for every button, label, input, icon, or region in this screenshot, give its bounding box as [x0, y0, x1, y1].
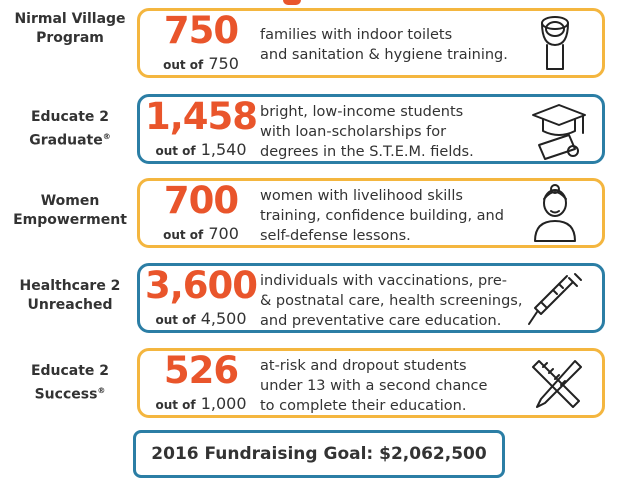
- out-of: out of 1,540: [144, 140, 258, 159]
- program-name: Healthcare 2 Unreached: [8, 277, 132, 315]
- program-name: Educate 2 Success®: [8, 362, 132, 405]
- program-icon: [525, 13, 585, 79]
- description: individuals with vaccinations, pre- & pos…: [260, 271, 530, 331]
- description-line: and preventative care education.: [260, 313, 502, 329]
- out-of: out of 1,000: [144, 394, 258, 413]
- out-of: out of 700: [144, 224, 258, 243]
- program-name-text: Educate 2 Graduate: [29, 109, 110, 149]
- description: bright, low-income students with loan-sch…: [260, 102, 530, 162]
- total-number: 750: [208, 54, 239, 73]
- description-line: degrees in the S.T.E.M. fields.: [260, 144, 474, 160]
- program-card: 3,600 out of 4,500 individuals with vaccin…: [137, 263, 605, 333]
- program-name-text: Women Empowerment: [13, 193, 127, 228]
- top-decoration: [283, 0, 301, 5]
- description-line: and sanitation & hygiene training.: [260, 47, 508, 63]
- program-card: 526 out of 1,000 at-risk and dropout stude…: [137, 348, 605, 418]
- description: families with indoor toilets and sanitati…: [260, 25, 530, 65]
- description-line: & postnatal care, health screenings,: [260, 293, 523, 309]
- out-of: out of 750: [144, 54, 258, 73]
- total-number: 4,500: [200, 309, 247, 328]
- achieved-number: 700: [163, 179, 239, 222]
- achieved-number: 750: [163, 9, 239, 52]
- description-line: at-risk and dropout students: [260, 358, 467, 374]
- out-of-label: out of: [155, 144, 196, 158]
- description-line: bright, low-income students: [260, 104, 464, 120]
- program-icon: [525, 268, 585, 334]
- out-of-label: out of: [155, 398, 196, 412]
- program-name: Nirmal Village Program: [8, 10, 132, 48]
- description-line: families with indoor toilets: [260, 27, 453, 43]
- program-icon: [525, 353, 585, 419]
- out-of-label: out of: [163, 228, 204, 242]
- description-line: women with livelihood skills: [260, 188, 463, 204]
- total-number: 1,540: [200, 140, 247, 159]
- program-icon: [525, 99, 589, 165]
- program-name-text: Nirmal Village Program: [14, 11, 126, 46]
- description: at-risk and dropout students under 13 wit…: [260, 356, 530, 416]
- description-line: to complete their education.: [260, 398, 467, 414]
- program-name-text: Educate 2 Success: [30, 363, 110, 403]
- out-of-label: out of: [163, 58, 204, 72]
- achieved-number: 1,458: [144, 95, 258, 138]
- out-of-label: out of: [155, 313, 196, 327]
- description-line: under 13 with a second chance: [260, 378, 488, 394]
- program-name: Educate 2 Graduate®: [8, 108, 132, 151]
- description-line: self-defense lessons.: [260, 228, 411, 244]
- out-of: out of 4,500: [144, 309, 258, 328]
- description-line: with loan-scholarships for: [260, 124, 447, 140]
- registered-mark: ®: [97, 386, 106, 395]
- program-card: 700 out of 700 women with livelihood skill…: [137, 178, 605, 248]
- program-card: 750 out of 750 families with indoor toilet…: [137, 8, 605, 78]
- program-name-text: Healthcare 2 Unreached: [19, 278, 121, 313]
- registered-mark: ®: [102, 132, 111, 141]
- fundraising-goal: 2016 Fundraising Goal: $2,062,500: [133, 430, 505, 478]
- description-line: training, confidence building, and: [260, 208, 504, 224]
- program-icon: [525, 183, 585, 249]
- total-number: 700: [208, 224, 239, 243]
- program-card: 1,458 out of 1,540 bright, low-income stud…: [137, 94, 605, 164]
- description-line: individuals with vaccinations, pre-: [260, 273, 507, 289]
- achieved-number: 3,600: [144, 264, 258, 307]
- achieved-number: 526: [163, 349, 239, 392]
- description: women with livelihood skills training, co…: [260, 186, 530, 246]
- program-name: Women Empowerment: [8, 192, 132, 230]
- total-number: 1,000: [200, 394, 247, 413]
